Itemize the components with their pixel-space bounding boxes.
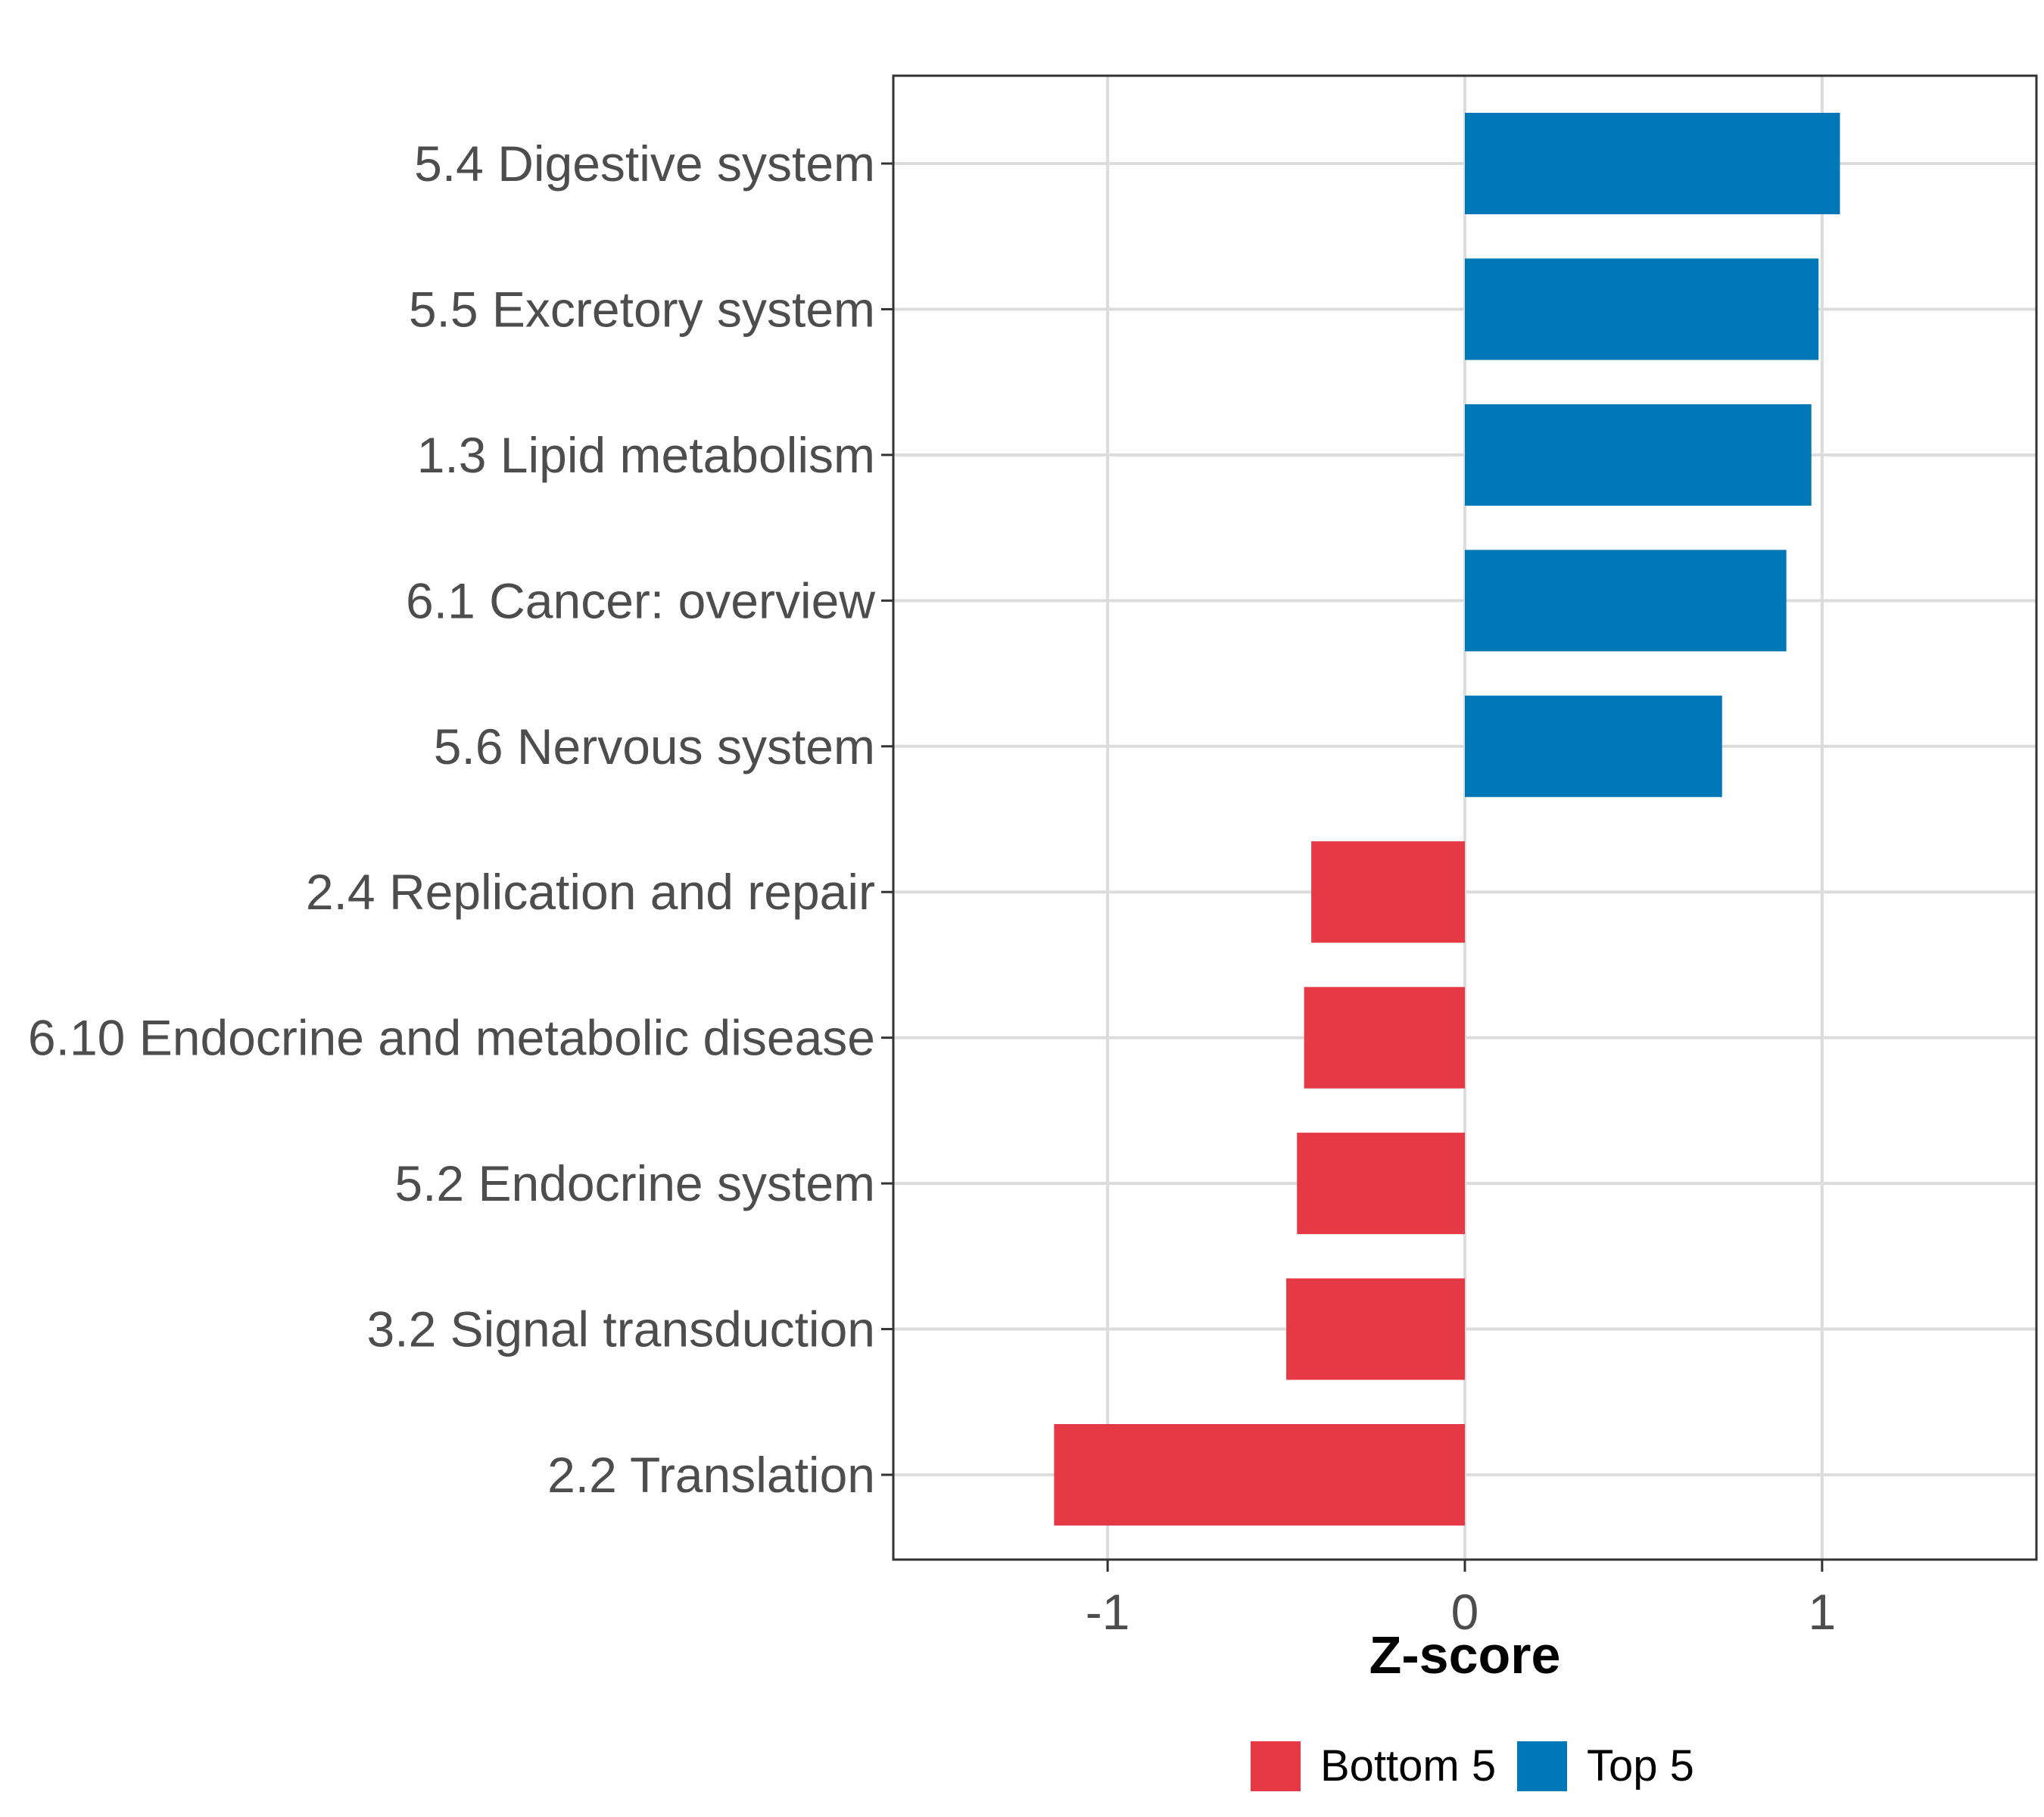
bar [1465,113,1840,214]
bar [1054,1424,1465,1526]
bar [1286,1278,1465,1380]
legend-key [1251,1741,1301,1791]
category-label: 3.2 Signal transduction [367,1301,875,1357]
legend-key [1517,1741,1567,1791]
category-label: 5.6 Nervous system [434,718,875,774]
x-tick-label: 0 [1451,1584,1479,1640]
x-tick-label: 1 [1809,1584,1837,1640]
legend: Bottom 5 Top 5 [1251,1741,1694,1791]
x-tick-label: -1 [1086,1584,1130,1640]
x-axis-title: Z-score [1369,1625,1561,1685]
bar [1297,1133,1465,1235]
label-layer: -1 0 1 5.4 Digestive system 5.5 Excretory sy… [28,136,1836,1640]
category-label: 6.1 Cancer: overview [406,572,875,628]
legend-label: Top 5 [1587,1741,1694,1791]
tick-layer [881,162,1824,1572]
bar [1465,550,1787,652]
category-label: 5.5 Excretory system [409,281,875,337]
category-label: 5.2 Endocrine system [394,1155,875,1211]
legend-label: Bottom 5 [1320,1741,1496,1791]
category-label: 5.4 Digestive system [414,136,875,192]
category-label: 1.3 Lipid metabolism [417,427,875,483]
bar-layer [1054,113,1840,1526]
bar [1311,841,1465,943]
bar [1465,258,1819,360]
bar [1465,695,1722,797]
category-label: 6.10 Endocrine and metabolic disease [28,1010,875,1066]
bar [1304,986,1465,1089]
category-label: 2.4 Replication and repair [306,864,875,920]
bar [1465,404,1812,506]
category-label: 2.2 Translation [547,1447,875,1503]
